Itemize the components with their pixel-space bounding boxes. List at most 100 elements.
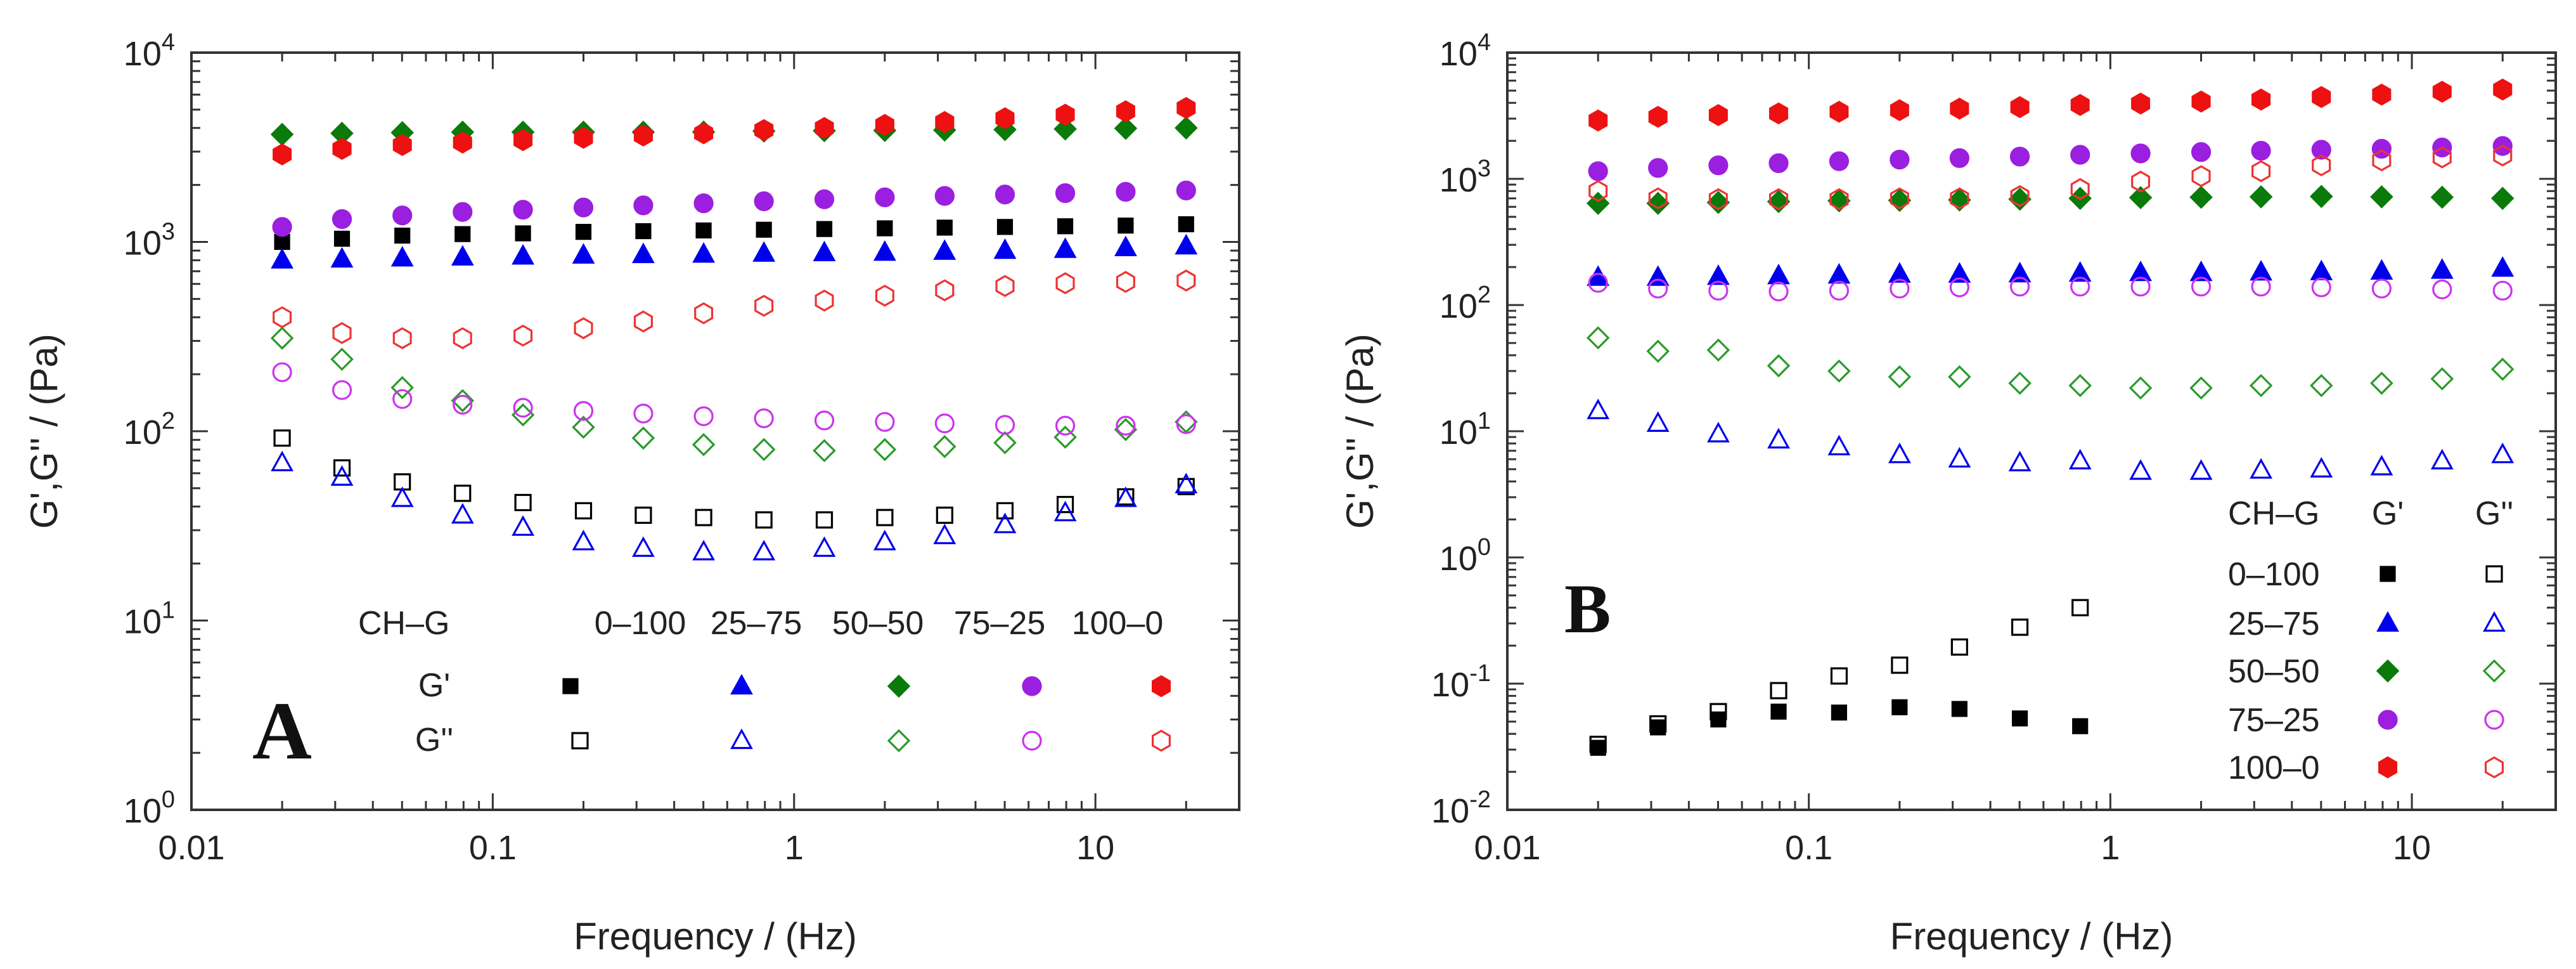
data-point <box>2372 149 2392 172</box>
data-point <box>1114 117 1138 140</box>
data-point <box>2370 259 2393 280</box>
data-point <box>692 540 716 561</box>
data-point <box>693 193 714 214</box>
data-point <box>453 202 473 222</box>
data-point <box>933 434 956 458</box>
data-point <box>2128 186 2153 209</box>
data-point <box>754 191 774 211</box>
legend-marker <box>730 673 753 695</box>
data-point <box>572 415 595 439</box>
data-point <box>394 227 411 244</box>
y-tick-base: 10 <box>124 224 162 263</box>
data-point <box>1710 703 1727 720</box>
data-point <box>752 438 776 462</box>
series-100–0-storage-modulus <box>1588 78 2513 132</box>
data-point <box>1767 427 1790 449</box>
y-tick-label: 100 <box>1439 534 1491 578</box>
data-point <box>392 389 413 409</box>
data-point <box>1888 262 1911 283</box>
legend-marker <box>887 674 911 698</box>
data-point <box>2490 186 2515 211</box>
data-point <box>1588 109 1608 132</box>
data-point <box>2068 448 2092 470</box>
data-point <box>2189 376 2213 400</box>
series-25–75-storage-modulus <box>1587 256 2515 286</box>
data-point <box>1829 100 1849 123</box>
data-point <box>513 200 533 220</box>
data-point <box>273 306 292 328</box>
data-point <box>934 186 955 206</box>
data-point <box>1116 100 1135 122</box>
data-point <box>1587 398 1610 420</box>
data-point <box>816 221 833 237</box>
data-point <box>1950 187 1969 210</box>
data-point <box>273 429 291 447</box>
y-tick-exponent: 0 <box>1478 534 1491 561</box>
y-tick-exponent: -1 <box>1469 660 1491 687</box>
panel-letter: A <box>252 686 312 777</box>
data-point <box>993 431 1017 455</box>
y-tick-base: 10 <box>1439 540 1478 578</box>
data-point <box>1827 359 1851 383</box>
data-point <box>454 226 471 242</box>
data-point <box>2131 171 2151 193</box>
data-point <box>1586 326 1610 349</box>
data-point <box>1176 180 1196 200</box>
data-point <box>2312 154 2331 177</box>
series-50–50-loss-modulus <box>1586 326 2515 400</box>
y-tick-base: 10 <box>1439 287 1478 325</box>
legend-marker <box>2483 611 2506 632</box>
data-point <box>875 284 894 307</box>
data-point <box>1178 216 1194 233</box>
data-point <box>574 126 593 149</box>
data-point <box>814 189 835 209</box>
legend-row-label: G' <box>418 667 450 704</box>
data-point <box>2492 280 2513 301</box>
data-point <box>1114 486 1137 507</box>
data-point <box>513 398 533 418</box>
data-point <box>2068 261 2092 282</box>
data-point <box>633 310 654 333</box>
series-25–75-loss-modulus <box>271 450 1198 561</box>
data-point <box>754 294 774 317</box>
data-point <box>390 486 414 507</box>
data-point <box>390 375 414 400</box>
data-point <box>1055 103 1075 126</box>
data-point <box>2008 450 2032 472</box>
series-100–0-storage-modulus <box>273 96 1196 166</box>
data-point <box>875 114 894 136</box>
data-point <box>2071 599 2089 616</box>
data-point <box>1769 102 1789 125</box>
data-point <box>1646 339 1670 363</box>
data-point <box>875 187 895 207</box>
data-point <box>1053 426 1077 449</box>
data-point <box>513 129 533 152</box>
series-0–100-storage-modulus <box>274 216 1194 250</box>
data-point <box>1053 117 1077 141</box>
data-point <box>272 362 292 382</box>
data-point <box>2249 374 2273 398</box>
data-point <box>695 222 712 238</box>
y-tick-exponent: 0 <box>162 786 175 813</box>
data-point <box>1114 235 1137 256</box>
y-tick-label: 103 <box>124 219 175 263</box>
data-point <box>875 412 895 432</box>
data-point <box>1176 270 1196 292</box>
data-point <box>1176 414 1196 434</box>
legend-entry-label: 25–75 <box>2228 606 2320 642</box>
legend-marker <box>1151 675 1171 698</box>
x-tick-label: 10 <box>2393 829 2431 867</box>
legend-marker <box>2378 710 2398 730</box>
x-tick-label: 0.01 <box>158 829 224 867</box>
data-point <box>453 131 472 154</box>
y-tick-label: 10-2 <box>1431 786 1491 830</box>
data-point <box>935 279 955 302</box>
data-point <box>633 124 654 147</box>
data-point <box>392 327 412 349</box>
data-point <box>1175 233 1198 255</box>
data-point <box>513 324 533 347</box>
data-point <box>273 143 292 166</box>
data-point <box>1176 96 1196 119</box>
data-point <box>330 348 354 371</box>
data-point <box>2430 258 2454 279</box>
